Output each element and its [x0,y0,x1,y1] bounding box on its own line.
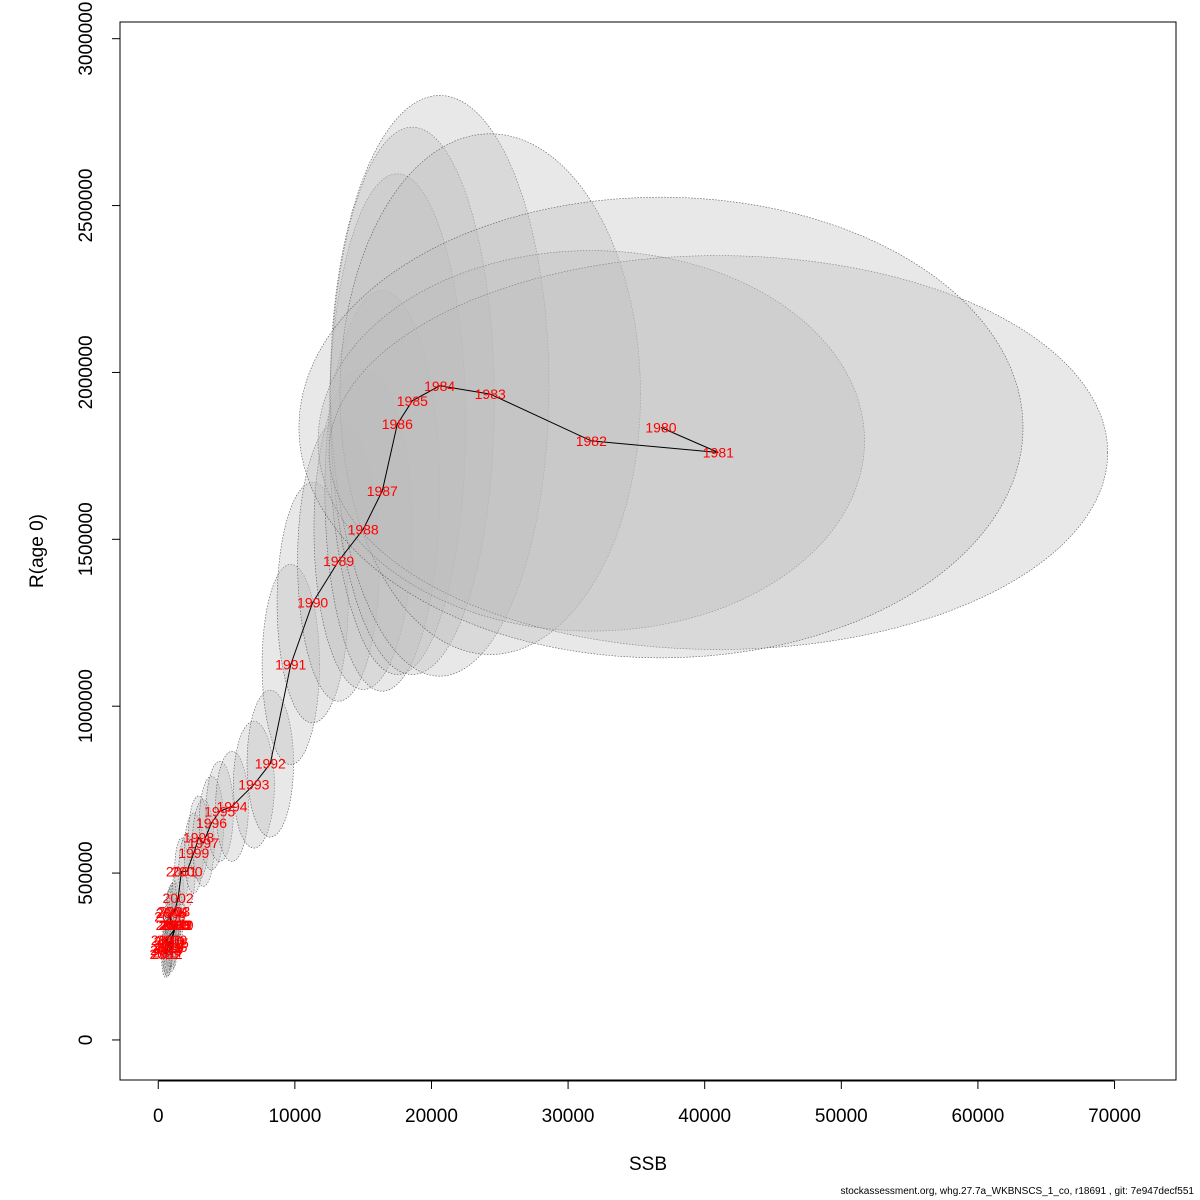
point-label-2023: 2023 [158,917,189,933]
point-label-1997: 1997 [188,835,219,851]
point-label-1985: 1985 [397,393,428,409]
point-label-2019: 2019 [162,917,193,933]
point-label-2005: 2005 [156,905,187,921]
point-label-1995: 1995 [204,803,235,819]
point-label-1980: 1980 [645,420,676,436]
point-label-1993: 1993 [238,777,269,793]
point-label-2003: 2003 [159,903,190,919]
y-tick-label: 3000000 [76,2,97,76]
x-axis-label: SSB [629,1154,667,1175]
x-tick-label: 40000 [678,1106,731,1127]
point-label-2014: 2014 [154,937,185,953]
point-label-2015: 2015 [158,935,189,951]
point-label-1987: 1987 [367,483,398,499]
y-axis: 0 500000 1000000 1500000 2000000 2500000 30000… [76,2,121,1046]
point-label-2016: 2016 [156,939,187,955]
x-axis: 0 10000 20000 30000 40000 50000 60000 70000 [153,1080,1141,1127]
point-label-1981: 1981 [703,445,734,461]
point-label-1994: 1994 [216,798,247,814]
point-label-1992: 1992 [255,756,286,772]
point-label-2011: 2011 [153,940,183,956]
point-label-2018: 2018 [160,917,191,933]
point-label-1989: 1989 [323,553,354,569]
x-tick-label: 20000 [405,1106,458,1127]
point-label-2010: 2010 [154,933,185,949]
x-tick-label: 30000 [542,1106,595,1127]
point-label-2020: 2020 [151,932,182,948]
point-label-1998: 1998 [183,830,214,846]
point-label-2008: 2008 [159,917,190,933]
confidence-ellipses [161,95,1108,978]
point-label-2007: 2007 [156,917,187,933]
y-tick-label: 2500000 [76,169,97,243]
point-label-2017: 2017 [153,945,184,961]
y-tick-label: 2000000 [76,335,97,409]
point-label-1996: 1996 [196,815,227,831]
point-label-1986: 1986 [382,416,413,432]
y-tick-label: 0 [76,1035,97,1046]
point-label-1983: 1983 [475,386,506,402]
point-label-2004: 2004 [157,903,188,919]
y-tick-label: 1000000 [76,669,97,743]
y-tick-label: 500000 [76,841,97,904]
point-label-2001: 2001 [166,863,197,879]
point-label-1988: 1988 [348,521,379,537]
x-tick-label: 10000 [268,1106,321,1127]
x-tick-label: 60000 [951,1106,1004,1127]
x-tick-label: 50000 [815,1106,868,1127]
point-label-1990: 1990 [297,595,328,611]
ellipse-1980 [298,196,1024,659]
point-label-1991: 1991 [275,656,306,672]
point-label-2006: 2006 [154,908,185,924]
x-tick-label: 0 [153,1106,164,1127]
point-label-2013: 2013 [150,942,181,958]
point-label-2000: 2000 [171,863,202,879]
point-label-1999: 1999 [178,845,209,861]
point-label-1984: 1984 [424,378,455,394]
y-tick-label: 1500000 [76,502,97,576]
point-label-2002: 2002 [162,890,193,906]
point-label-1982: 1982 [576,433,607,449]
point-label-2012: 2012 [152,946,183,962]
point-label-2022: 2022 [161,917,192,933]
trajectory-line [164,385,719,954]
x-tick-label: 70000 [1088,1106,1141,1127]
point-label-2009: 2009 [156,932,187,948]
y-axis-label: R(age 0) [27,514,48,588]
footer-credit: stockassessment.org, whg.27.7a_WKBNSCS_1… [840,1186,1194,1197]
point-label-2021: 2021 [150,946,181,962]
